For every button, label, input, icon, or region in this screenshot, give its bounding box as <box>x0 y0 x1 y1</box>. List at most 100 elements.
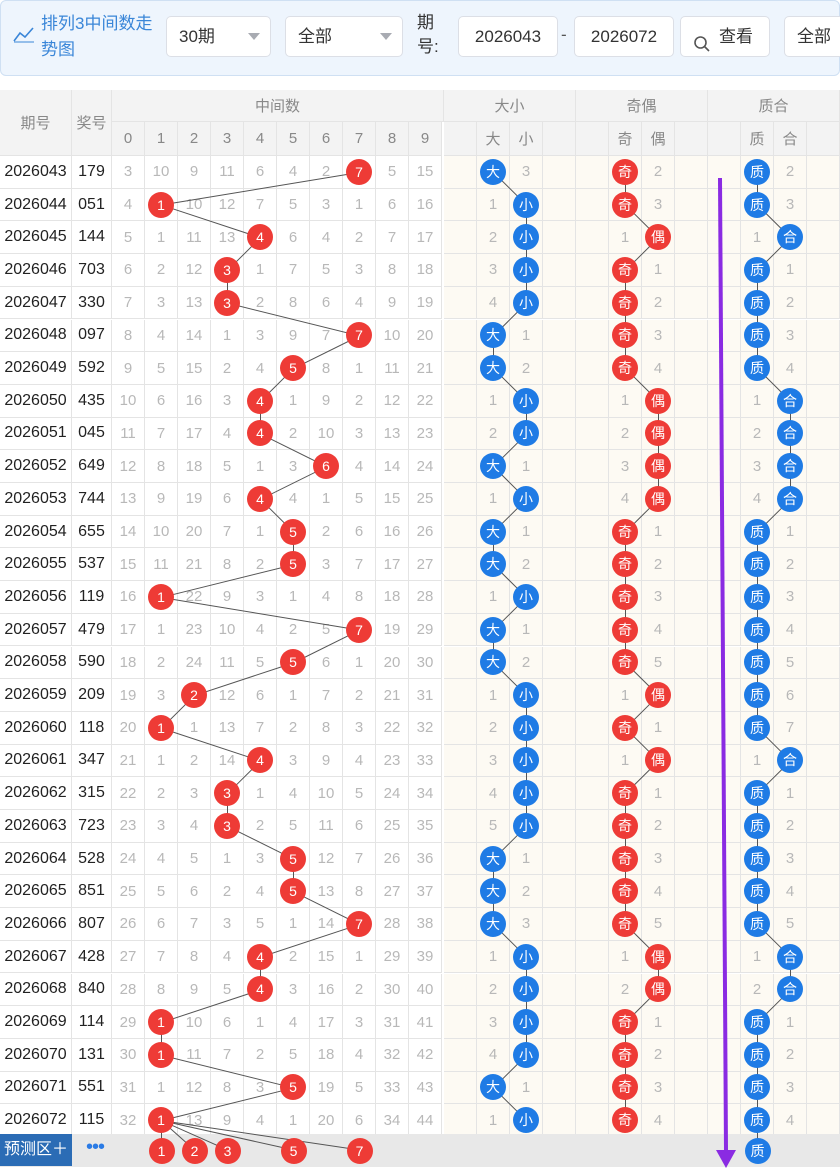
middle-digit-cell: 5 <box>277 548 310 582</box>
middle-digit-cell: 2 <box>343 221 376 255</box>
middle-digit-cell: 3 <box>211 908 244 941</box>
period-cell: 2026069 <box>0 1006 72 1039</box>
extra-select[interactable]: 全部 <box>784 16 840 57</box>
size-pad-cell <box>444 156 477 189</box>
oe-pad-cell <box>675 156 708 189</box>
middle-digit-cell: 24 <box>112 842 145 876</box>
size-cell: 1 <box>510 613 543 647</box>
query-button[interactable]: 查看 <box>680 16 770 57</box>
middle-digit-cell: 10 <box>145 156 178 189</box>
middle-digit-cell: 12 <box>178 1071 211 1105</box>
size-ball: 大 <box>480 158 506 185</box>
size-cell: 3 <box>510 156 543 189</box>
middle-digit-cell: 4 <box>145 319 178 353</box>
size-cell: 3 <box>477 744 510 778</box>
oe-cell: 奇 <box>609 1038 642 1072</box>
middle-digit-cell: 13 <box>178 286 211 320</box>
oe-ball: 奇 <box>612 616 638 643</box>
oe-pad-cell <box>675 613 708 647</box>
prize-cell: 179 <box>72 156 112 189</box>
oe-cell: 偶 <box>642 940 675 974</box>
pc-pad-cell <box>708 581 741 614</box>
middle-digit-cell: 21 <box>409 352 442 385</box>
middle-digit-cell: 23 <box>178 613 211 647</box>
middle-digit-cell: 4 <box>277 156 310 189</box>
oe-ball: 奇 <box>612 289 638 316</box>
pc-cell: 4 <box>774 875 807 909</box>
period-cell: 2026067 <box>0 940 72 974</box>
oe-cell: 奇 <box>609 1071 642 1105</box>
oe-cell: 5 <box>642 646 675 680</box>
oe-cell: 2 <box>609 973 642 1007</box>
prize-cell: 114 <box>72 1006 112 1039</box>
size-cell: 4 <box>477 777 510 810</box>
size-pad-cell <box>543 581 576 614</box>
pc-ball: 质 <box>744 714 770 741</box>
pc-cell: 质 <box>741 254 774 287</box>
middle-digit-cell: 23 <box>112 810 145 843</box>
prize-cell: 315 <box>72 777 112 810</box>
middle-digit-cell: 1 <box>145 1071 178 1105</box>
middle-digit-cell: 1 <box>277 908 310 941</box>
pc-ball: 质 <box>744 191 770 218</box>
middle-digit-cell: 28 <box>112 973 145 1007</box>
middle-digit-cell: 3 <box>211 286 244 320</box>
size-cell: 小 <box>510 679 543 712</box>
pc-cell: 质 <box>741 646 774 680</box>
middle-digit-cell: 1 <box>343 188 376 222</box>
period-count-value: 30期 <box>179 27 215 46</box>
filter-select[interactable]: 全部 <box>285 16 403 57</box>
middle-digit-cell: 4 <box>211 417 244 451</box>
to-period-input[interactable]: 2026072 <box>574 16 674 57</box>
middle-digit-cell: 31 <box>376 1006 409 1039</box>
size-pad-cell <box>543 646 576 680</box>
middle-digit-cell: 7 <box>310 319 343 353</box>
oe-cell: 1 <box>609 679 642 712</box>
size-pad-cell <box>444 875 477 909</box>
middle-digit-cell: 26 <box>409 515 442 549</box>
oe-cell: 2 <box>642 810 675 843</box>
middle-digit-cell: 13 <box>211 711 244 745</box>
middle-digit-cell: 2 <box>343 973 376 1007</box>
middle-digit-cell: 10 <box>376 319 409 353</box>
middle-digit-cell: 5 <box>277 1038 310 1072</box>
prize-cell: 131 <box>72 1038 112 1072</box>
pc-pad-cell <box>708 679 741 712</box>
middle-digit-cell: 18 <box>310 1038 343 1072</box>
from-period-input[interactable]: 2026043 <box>458 16 558 57</box>
oe-cell: 偶 <box>642 417 675 451</box>
size-ball: 小 <box>513 224 539 251</box>
oe-cell: 奇 <box>609 711 642 745</box>
pc-pad-cell <box>807 221 840 255</box>
size-pad-cell <box>444 679 477 712</box>
hit-ball: 1 <box>148 583 174 610</box>
middle-digit-cell: 2 <box>211 875 244 909</box>
size-ball: 小 <box>513 1041 539 1068</box>
oe-cell: 奇 <box>609 613 642 647</box>
size-cell: 大 <box>477 908 510 941</box>
period-cell: 2026066 <box>0 908 72 941</box>
pc-cell: 7 <box>774 711 807 745</box>
middle-digit-cell: 7 <box>211 515 244 549</box>
period-count-select[interactable]: 30期 <box>166 16 271 57</box>
more-options-button[interactable]: ••• <box>85 1136 105 1158</box>
middle-digit-cell: 8 <box>310 352 343 385</box>
middle-digit-cell: 1 <box>343 940 376 974</box>
pc-ball: 质 <box>744 518 770 545</box>
pc-pad-cell <box>708 515 741 549</box>
pc-cell: 质 <box>741 613 774 647</box>
size-pad-cell <box>444 581 477 614</box>
hit-ball: 5 <box>280 878 306 905</box>
size-cell: 大 <box>477 319 510 353</box>
oe-ball: 奇 <box>612 1107 638 1134</box>
oe-pad-cell <box>675 679 708 712</box>
pc-ball: 质 <box>744 1041 770 1068</box>
pc-ball: 质 <box>744 1074 770 1101</box>
oe-cell: 奇 <box>609 810 642 843</box>
prediction-area-button[interactable]: 预测区＋ <box>0 1134 72 1166</box>
middle-digit-cell: 1 <box>211 842 244 876</box>
size-pad-cell <box>543 384 576 418</box>
chart-title[interactable]: 排列3中间数走势图 <box>41 14 153 59</box>
oe-cell: 1 <box>642 515 675 549</box>
prize-cell: 115 <box>72 1104 112 1137</box>
